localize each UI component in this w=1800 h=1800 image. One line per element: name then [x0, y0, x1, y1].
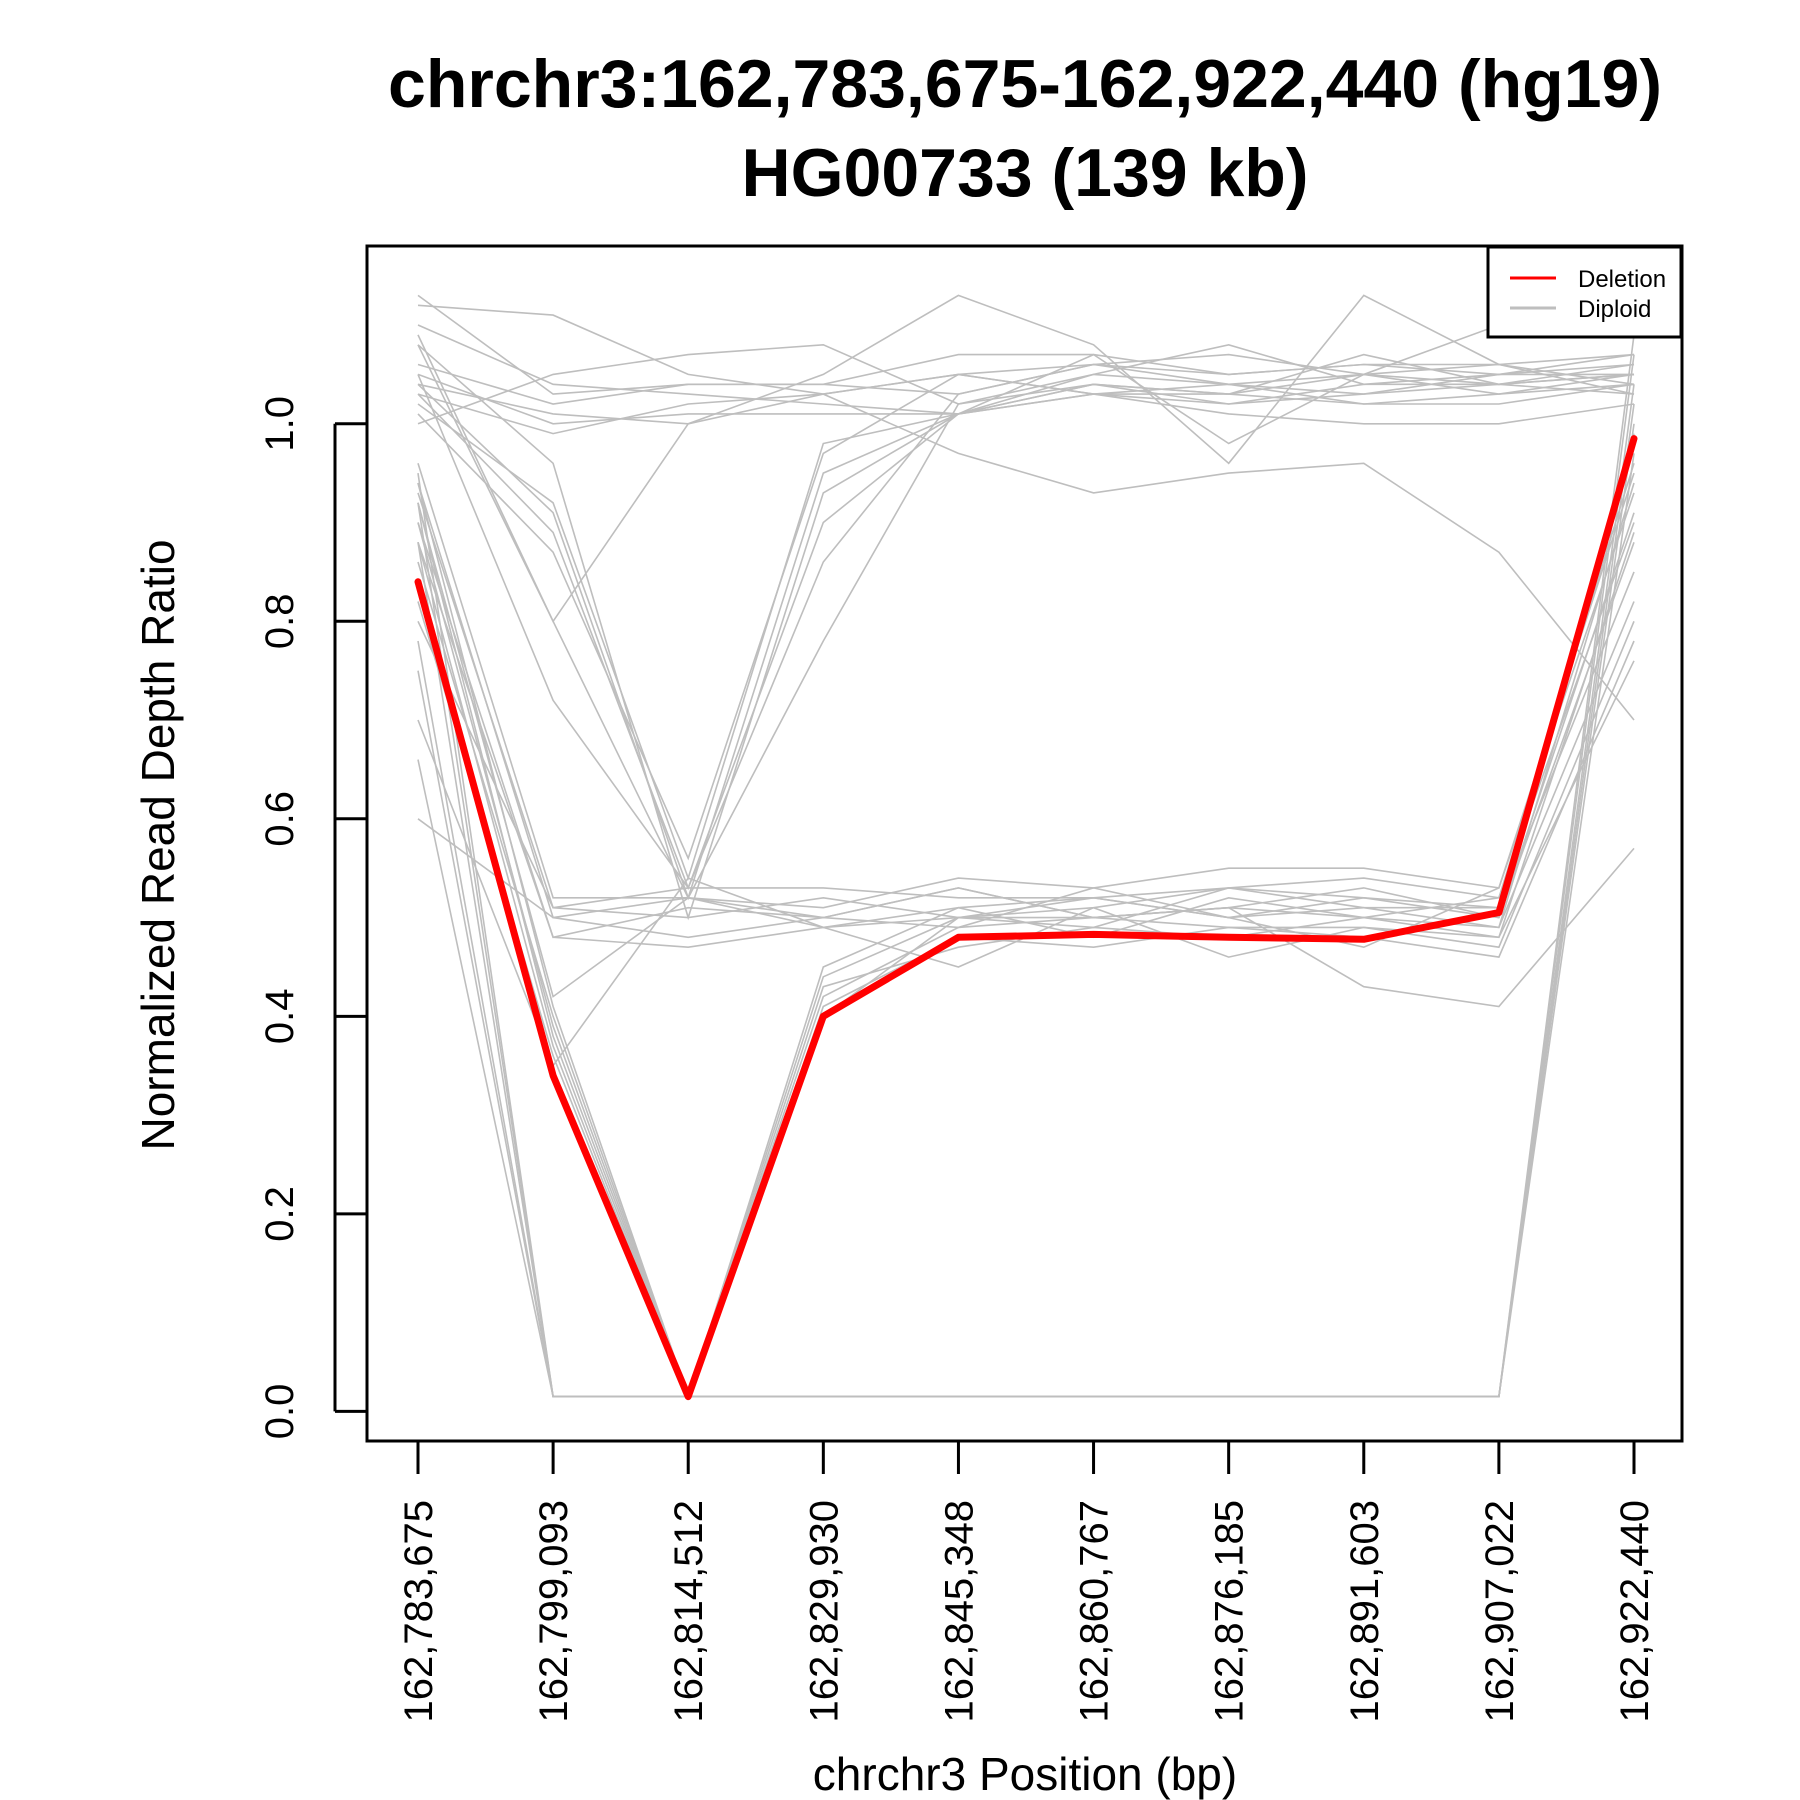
diploid-line-34 — [417, 334, 1635, 1398]
diploid-line-23 — [417, 660, 1635, 1068]
diploid-line-6 — [417, 294, 1635, 465]
y-tick-label: 0.6 — [258, 791, 302, 847]
diploid-line-10 — [417, 363, 1635, 901]
x-tick-label: 162,876,185 — [1208, 1500, 1252, 1722]
y-tick-label: 0.4 — [258, 988, 302, 1044]
x-tick-label: 162,783,675 — [397, 1500, 441, 1722]
legend-label-diploid: Diploid — [1578, 296, 1651, 323]
plot-area-border — [365, 244, 1684, 1443]
deletion-line — [414, 435, 1638, 1401]
diploid-series-group — [417, 294, 1635, 1400]
y-tick-label: 0.0 — [258, 1384, 302, 1440]
y-tick-label: 0.2 — [258, 1186, 302, 1242]
legend-label-deletion: Deletion — [1578, 266, 1666, 293]
diploid-line-30 — [417, 433, 1635, 1400]
diploid-line-7 — [417, 344, 1635, 721]
x-tick-label: 162,829,930 — [802, 1500, 846, 1722]
deletion-series-group — [414, 435, 1638, 1401]
diploid-line-20 — [417, 601, 1635, 929]
x-tick-label: 162,860,767 — [1073, 1500, 1117, 1722]
x-axis: 162,783,675 162,799,093 162,814,512 162,829… — [397, 1439, 1657, 1722]
y-axis: 0.0 0.2 0.4 0.6 0.8 1.0 — [258, 396, 367, 1439]
diploid-line-25 — [417, 492, 1635, 1399]
x-tick-label: 162,814,512 — [667, 1500, 711, 1722]
diploid-line-18 — [417, 482, 1635, 919]
diploid-line-12 — [417, 373, 1634, 861]
y-tick-label: 0.8 — [258, 593, 302, 649]
diploid-line-36 — [417, 453, 1635, 1398]
chart-title: chrchr3:162,783,675-162,922,440 (hg19) — [388, 46, 1662, 122]
diploid-line-14 — [417, 363, 1635, 890]
x-tick-label: 162,922,440 — [1613, 1500, 1657, 1722]
x-tick-label: 162,799,093 — [532, 1500, 576, 1722]
chart-subtitle: HG00733 (139 kb) — [742, 135, 1309, 211]
diploid-line-19 — [417, 522, 1635, 939]
diploid-line-28 — [417, 532, 1635, 1399]
legend: Deletion Diploid — [1486, 245, 1683, 339]
x-tick-label: 162,845,348 — [937, 1500, 981, 1722]
x-axis-label: chrchr3 Position (bp) — [813, 1748, 1237, 1800]
diploid-line-16 — [417, 463, 1635, 909]
y-axis-label: Normalized Read Depth Ratio — [132, 539, 184, 1150]
diploid-line-15 — [417, 334, 1635, 900]
diploid-line-11 — [417, 344, 1635, 921]
diploid-line-22 — [417, 542, 1635, 958]
diploid-line-9 — [417, 353, 1635, 881]
diploid-line-17 — [417, 492, 1635, 909]
x-tick-label: 162,891,603 — [1343, 1500, 1387, 1722]
x-tick-label: 162,907,022 — [1478, 1500, 1522, 1722]
legend-box — [1486, 245, 1683, 339]
y-tick-label: 1.0 — [258, 396, 302, 452]
diploid-line-33 — [417, 354, 1635, 1398]
